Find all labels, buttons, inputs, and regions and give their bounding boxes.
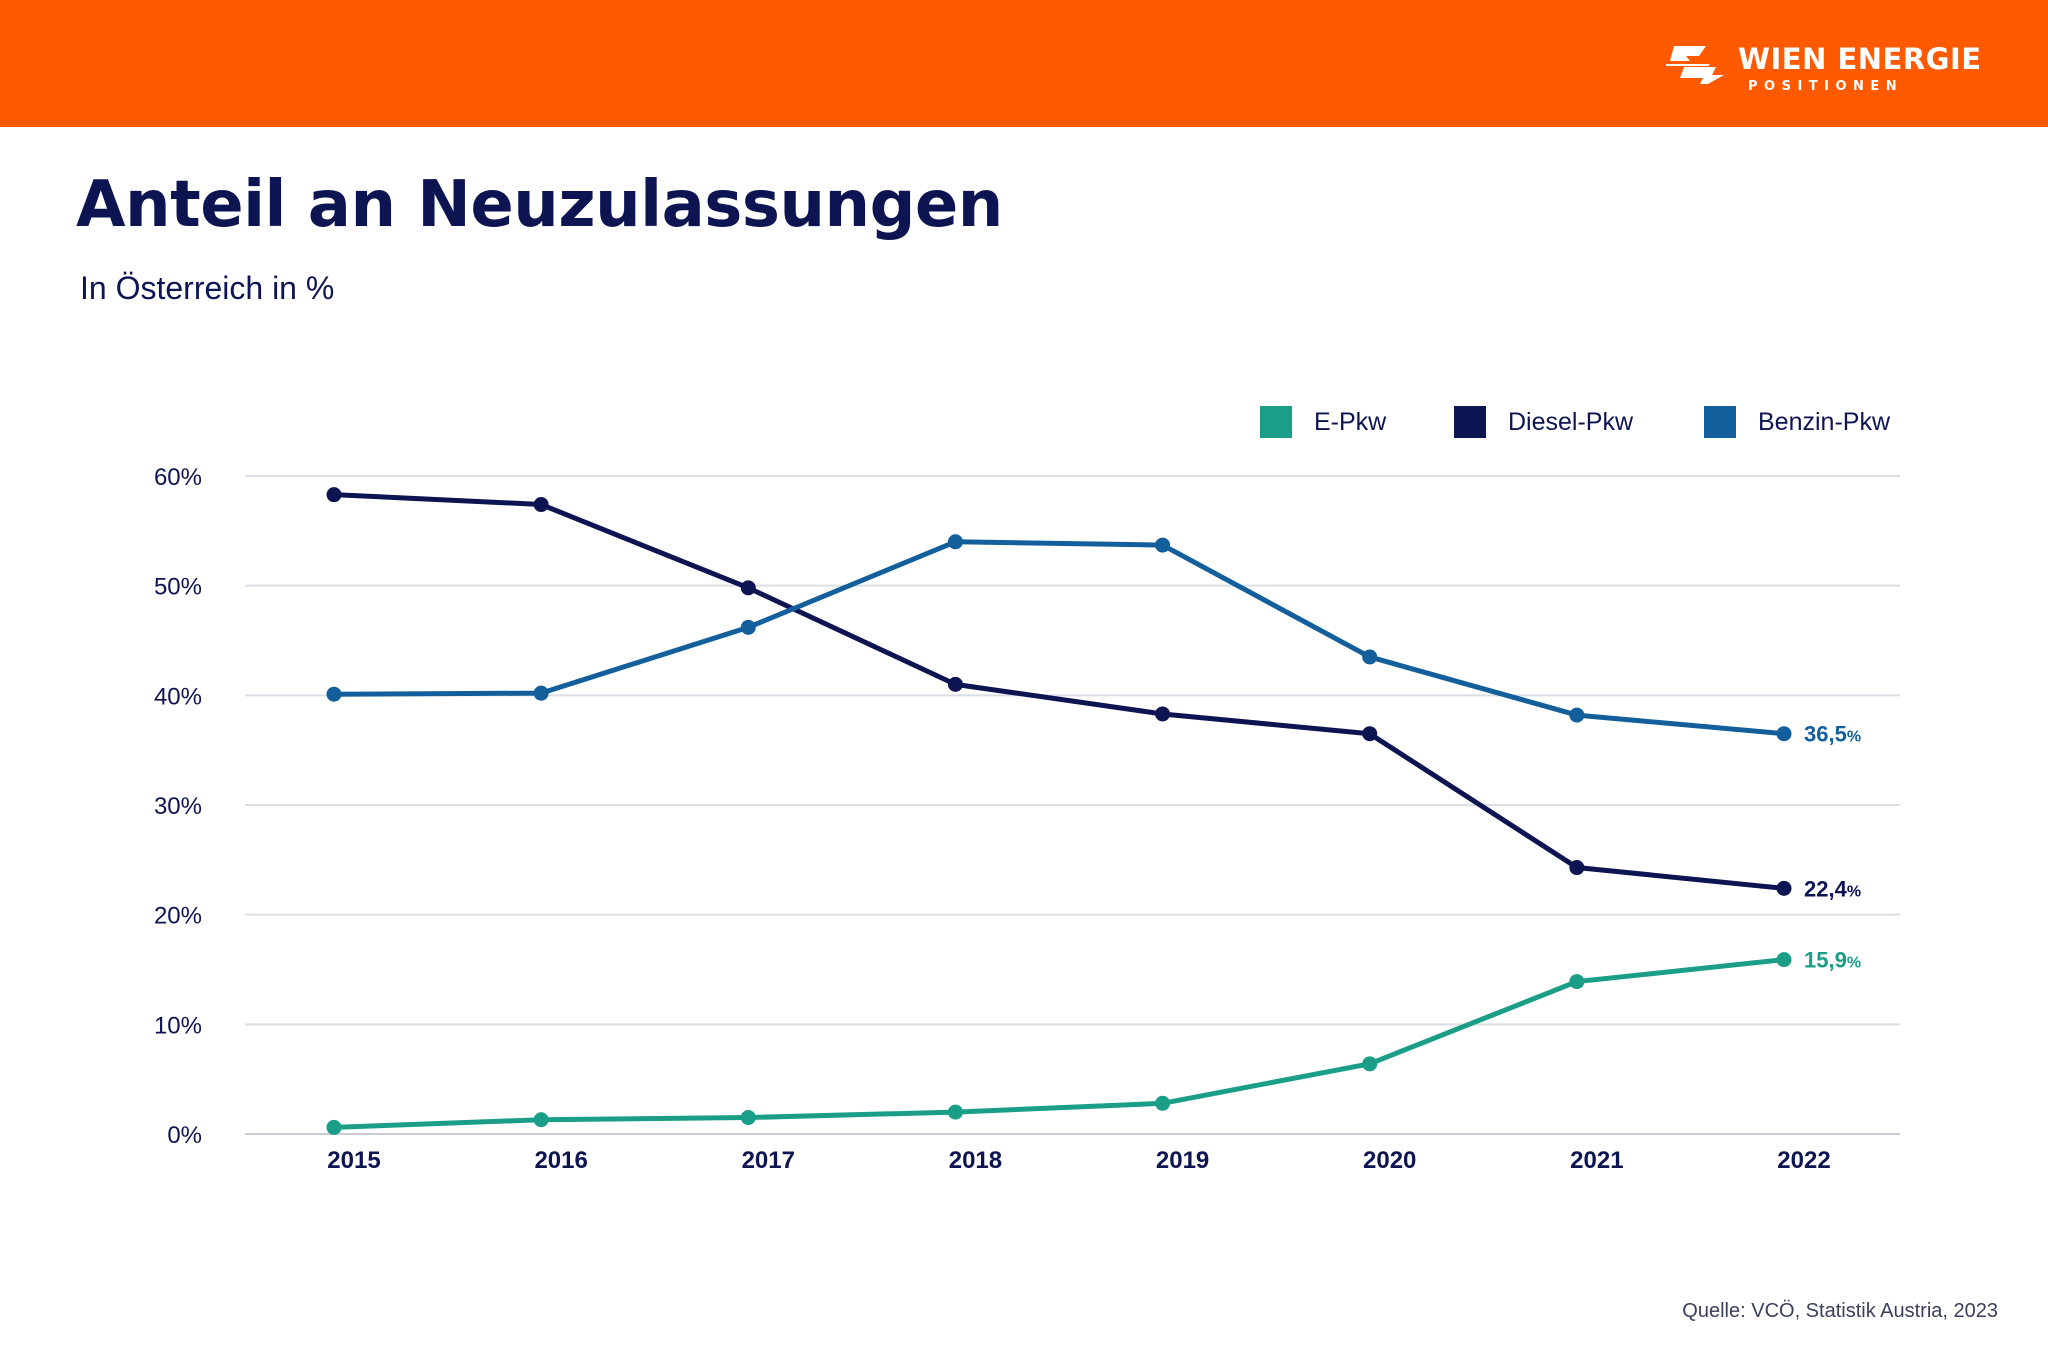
y-tick-label: 50% [154,574,202,601]
x-tick-label: 2016 [534,1147,587,1174]
data-point-benzin-pkw [1155,537,1171,553]
data-point-benzin-pkw [1362,649,1378,665]
legend-label: Benzin-Pkw [1758,408,1890,436]
data-point-diesel-pkw [533,497,549,513]
series-line-diesel-pkw [331,492,1787,891]
data-point-e-pkw [1362,1056,1378,1072]
x-tick-label: 2019 [1156,1147,1209,1174]
data-point-benzin-pkw [1776,726,1792,742]
data-point-e-pkw [1569,974,1585,990]
legend-label: E-Pkw [1314,408,1387,436]
y-tick-label: 60% [154,464,202,491]
y-tick-label: 40% [154,683,202,710]
header-bar: WIEN ENERGIE POSITIONEN [0,0,2048,127]
data-point-diesel-pkw [1569,860,1585,876]
source-note: Quelle: VCÖ, Statistik Austria, 2023 [1682,1300,1998,1322]
data-point-e-pkw [1155,1095,1171,1111]
legend-label: Diesel-Pkw [1508,408,1634,436]
x-tick-label: 2020 [1363,1147,1416,1174]
page-subtitle: In Österreich in % [80,270,335,306]
page-title: Anteil an Neuzulassungen [76,168,1003,242]
end-label-e-pkw: 15,9% [1804,948,1861,973]
data-point-benzin-pkw [326,686,342,702]
brand-logo: WIEN ENERGIE POSITIONEN [1666,42,1981,98]
y-tick-label: 10% [154,1012,202,1039]
data-point-diesel-pkw [1776,880,1792,896]
data-point-benzin-pkw [947,534,963,550]
x-tick-label: 2015 [327,1147,380,1174]
data-point-e-pkw [947,1104,963,1120]
series-line-e-pkw [331,957,1787,1130]
data-point-benzin-pkw [740,619,756,635]
data-point-e-pkw [326,1119,342,1135]
legend-swatch [1260,406,1292,438]
data-point-diesel-pkw [740,580,756,596]
x-tick-label: 2018 [949,1147,1002,1174]
data-point-e-pkw [533,1112,549,1128]
data-point-e-pkw [740,1110,756,1126]
x-tick-label: 2022 [1777,1147,1830,1174]
legend-swatch [1454,406,1486,438]
y-tick-label: 30% [154,793,202,820]
brand-name: WIEN ENERGIE [1738,42,1982,76]
data-point-e-pkw [1776,952,1792,968]
series-line-benzin-pkw [331,539,1787,737]
wien-energie-logo-icon [1666,46,1724,84]
data-point-diesel-pkw [1362,726,1378,742]
end-label-diesel-pkw: 22,4% [1804,876,1861,901]
end-label-benzin-pkw: 36,5% [1804,722,1861,747]
data-point-diesel-pkw [1155,706,1171,722]
data-point-diesel-pkw [326,487,342,503]
brand-subline: POSITIONEN [1748,79,1904,94]
x-tick-label: 2021 [1570,1147,1623,1174]
x-tick-label: 2017 [742,1147,795,1174]
data-point-diesel-pkw [947,676,963,692]
data-point-benzin-pkw [533,685,549,701]
data-point-benzin-pkw [1569,707,1585,723]
y-tick-label: 0% [167,1122,202,1149]
legend-swatch [1704,406,1736,438]
y-tick-label: 20% [154,903,202,930]
